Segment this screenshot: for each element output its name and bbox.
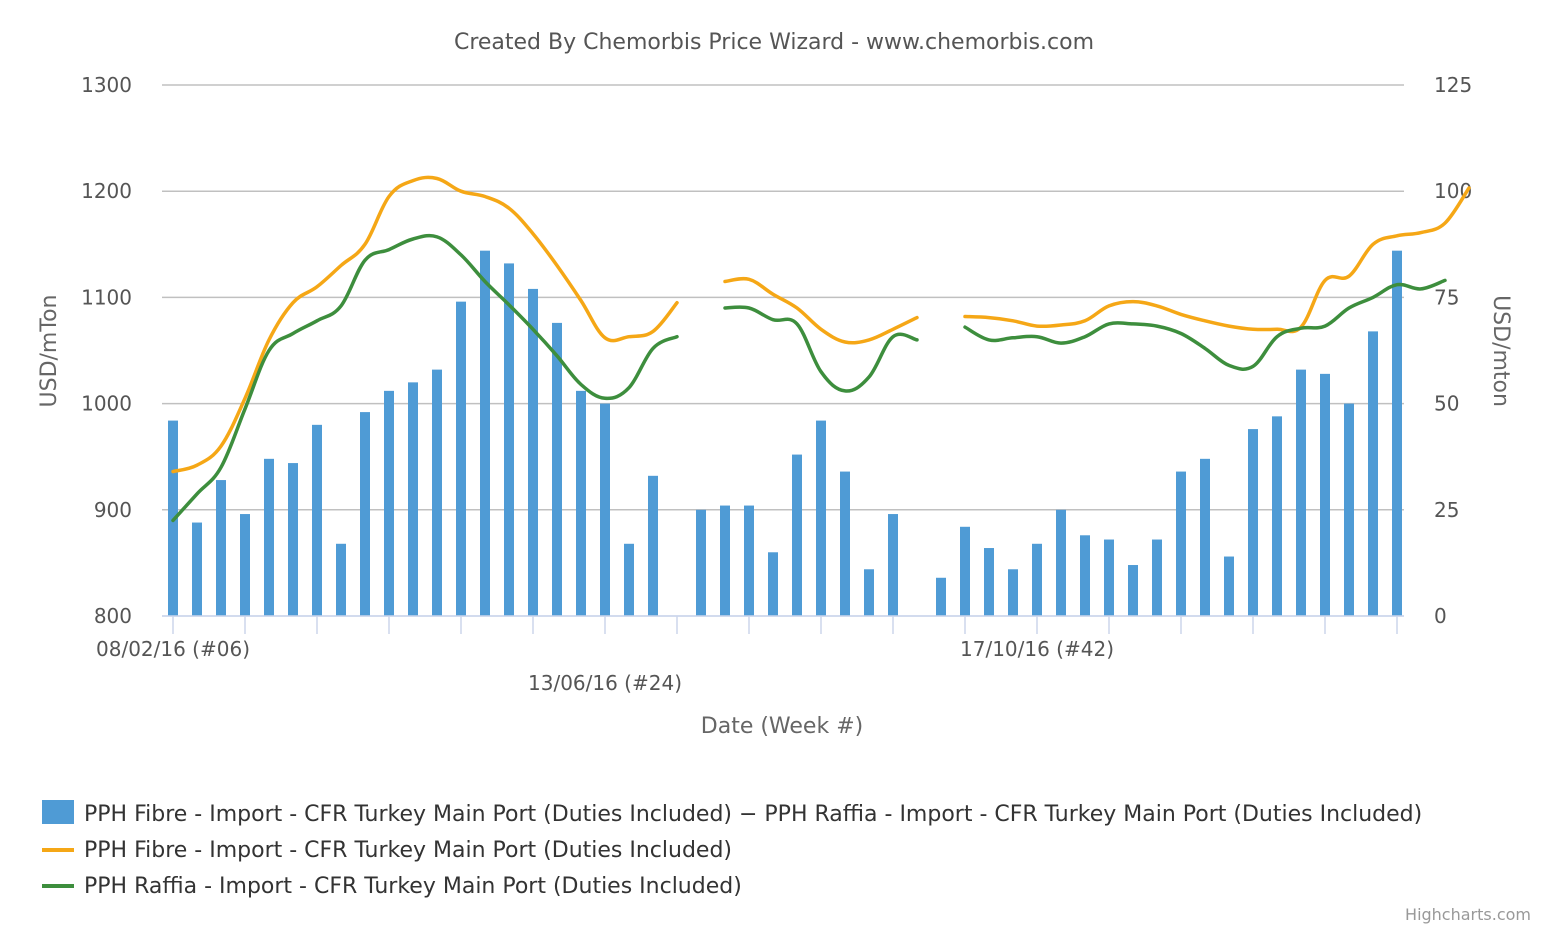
- bar[interactable]: [552, 322, 562, 616]
- bar[interactable]: [816, 420, 826, 616]
- bar[interactable]: [1344, 403, 1354, 616]
- bar[interactable]: [216, 480, 226, 616]
- bar[interactable]: [720, 505, 730, 616]
- chart-title: Created By Chemorbis Price Wizard - www.…: [454, 30, 1094, 55]
- bar[interactable]: [1200, 458, 1210, 616]
- line-fibre[interactable]: [171, 175, 679, 474]
- bar[interactable]: [1296, 369, 1306, 616]
- bar[interactable]: [936, 577, 946, 616]
- bar[interactable]: [576, 390, 586, 616]
- grid-lines: [162, 84, 1404, 617]
- bar[interactable]: [1224, 556, 1234, 616]
- bar[interactable]: [864, 569, 874, 616]
- bar[interactable]: [600, 403, 610, 616]
- bar[interactable]: [432, 369, 442, 616]
- legend-label-fibre: PPH Fibre - Import - CFR Turkey Main Por…: [84, 838, 732, 863]
- bar[interactable]: [960, 526, 970, 616]
- bar[interactable]: [648, 475, 658, 616]
- bar[interactable]: [480, 250, 490, 616]
- legend-item-raffia[interactable]: PPH Raffia - Import - CFR Turkey Main Po…: [42, 874, 742, 899]
- bar[interactable]: [744, 505, 754, 616]
- bar[interactable]: [1080, 535, 1090, 616]
- bar[interactable]: [1248, 429, 1258, 616]
- bar[interactable]: [624, 543, 634, 616]
- bar[interactable]: [408, 382, 418, 616]
- bar[interactable]: [384, 390, 394, 616]
- bar[interactable]: [1032, 543, 1042, 616]
- line-raffia[interactable]: [723, 305, 919, 393]
- y-tick-label-left: 1300: [81, 73, 132, 97]
- y-tick-label-right: 25: [1434, 498, 1459, 522]
- bar[interactable]: [192, 522, 202, 616]
- bar[interactable]: [504, 263, 514, 616]
- y-axis-title-right: USD/mton: [1488, 295, 1513, 407]
- bar[interactable]: [1008, 569, 1018, 616]
- bar[interactable]: [1320, 373, 1330, 616]
- left-axis-tick-labels: 800 900 1000 1100 1200 1300: [81, 73, 132, 628]
- line-fibre[interactable]: [723, 276, 919, 345]
- y-tick-label-left: 1200: [81, 179, 132, 203]
- bar[interactable]: [288, 463, 298, 616]
- bar[interactable]: [792, 454, 802, 616]
- legend-label-raffia: PPH Raffia - Import - CFR Turkey Main Po…: [84, 874, 742, 899]
- line-fibre[interactable]: [963, 186, 1471, 334]
- bar[interactable]: [1128, 565, 1138, 616]
- bar[interactable]: [840, 471, 850, 616]
- x-axis: 08/02/16 (#06) 13/06/16 (#24) 17/10/16 (#4…: [96, 615, 1404, 695]
- bar[interactable]: [1104, 539, 1114, 616]
- credits-link[interactable]: Highcharts.com: [1405, 905, 1531, 924]
- x-tick-label: 13/06/16 (#24): [528, 671, 682, 695]
- legend-item-fibre[interactable]: PPH Fibre - Import - CFR Turkey Main Por…: [42, 838, 732, 863]
- line-raffia[interactable]: [963, 278, 1447, 371]
- bar[interactable]: [768, 552, 778, 616]
- y-tick-label-right: 50: [1434, 392, 1459, 416]
- line-raffia[interactable]: [171, 233, 679, 523]
- y-tick-label-left: 900: [94, 498, 132, 522]
- bar[interactable]: [1176, 471, 1186, 616]
- bar[interactable]: [456, 301, 466, 616]
- x-tick-label: 08/02/16 (#06): [96, 637, 250, 661]
- bar[interactable]: [1272, 416, 1282, 616]
- bar[interactable]: [264, 458, 274, 616]
- bar[interactable]: [240, 514, 250, 616]
- y-tick-label-right: 0: [1434, 604, 1447, 628]
- bar[interactable]: [696, 509, 706, 616]
- y-axis-title-left: USD/mTon: [37, 295, 62, 408]
- legend: PPH Fibre - Import - CFR Turkey Main Por…: [42, 800, 1422, 899]
- bar-series: [168, 250, 1402, 616]
- legend-item-difference[interactable]: PPH Fibre - Import - CFR Turkey Main Por…: [42, 800, 1422, 827]
- legend-label-difference: PPH Fibre - Import - CFR Turkey Main Por…: [84, 802, 1422, 827]
- bar[interactable]: [1368, 331, 1378, 616]
- y-tick-label-right: 75: [1434, 285, 1459, 309]
- y-tick-label-right: 125: [1434, 73, 1472, 97]
- x-axis-title: Date (Week #): [701, 714, 863, 739]
- bar[interactable]: [888, 514, 898, 616]
- y-tick-label-left: 1000: [81, 392, 132, 416]
- y-tick-label-left: 800: [94, 604, 132, 628]
- x-tick-label: 17/10/16 (#42): [960, 637, 1114, 661]
- bar[interactable]: [984, 548, 994, 616]
- bar[interactable]: [360, 412, 370, 616]
- y-tick-label-left: 1100: [81, 285, 132, 309]
- bar[interactable]: [1056, 509, 1066, 616]
- line-series: [171, 175, 1471, 523]
- bar[interactable]: [528, 288, 538, 616]
- bar[interactable]: [1152, 539, 1162, 616]
- bar[interactable]: [336, 543, 346, 616]
- legend-symbol-bar: [42, 800, 74, 824]
- bar[interactable]: [1392, 250, 1402, 616]
- bar[interactable]: [312, 424, 322, 616]
